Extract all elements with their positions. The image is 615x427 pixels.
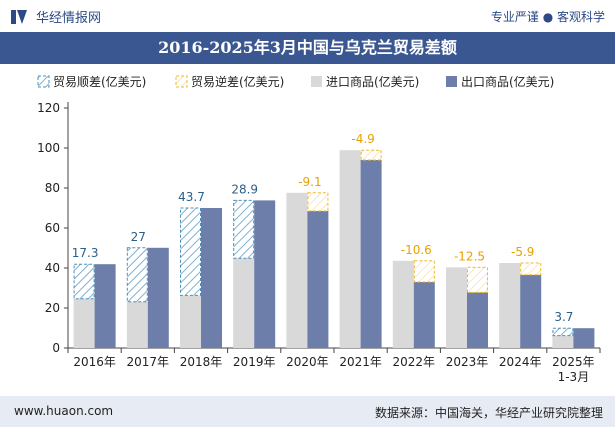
x-tick-label: 2024年 (499, 355, 542, 369)
legend-swatch-import (311, 76, 322, 87)
footer-source: 数据来源：中国海关，华经产业研究院整理 (374, 406, 603, 420)
x-tick-label: 2021年 (339, 355, 382, 369)
bar-export (520, 274, 542, 348)
data-labels: 17.3 27 43.7 28.9 -9.1 -4.9 -10.6 -12.5 -5.9 3.7 (72, 132, 574, 324)
data-label-deficit: -4.9 (351, 132, 374, 146)
x-tick-label: 2017年 (127, 355, 170, 369)
bar-surplus (180, 207, 201, 296)
slogan: 专业严谨 ● 客观科学 (490, 10, 605, 24)
data-label-surplus: 27 (131, 230, 146, 244)
legend: 贸易顺差(亿美元) 贸易逆差(亿美元) 进口商品(亿美元) 出口商品(亿美元) (37, 74, 554, 89)
legend-label-export: 出口商品(亿美元) (461, 74, 554, 89)
title-bar: 2016-2025年3月中国与乌克兰贸易差额 (0, 32, 615, 64)
bar-export (254, 200, 276, 348)
x-tick-label: 2019年 (233, 355, 276, 369)
bar-import (180, 295, 201, 348)
data-label-surplus: 3.7 (554, 310, 573, 324)
bar-import (233, 258, 255, 348)
bar-deficit (520, 262, 542, 276)
data-label-deficit: -10.6 (401, 243, 432, 257)
bars (73, 149, 595, 348)
bar-export (307, 211, 329, 348)
footer-url: www.huaon.com (14, 404, 114, 418)
bar-deficit (413, 260, 435, 283)
bar-export (573, 328, 595, 348)
bar-export (467, 292, 488, 348)
chart-title: 2016-2025年3月中国与乌克兰贸易差额 (158, 38, 457, 57)
data-label-deficit: -9.1 (298, 175, 321, 189)
bar-export (94, 264, 116, 348)
footer: www.huaon.com 数据来源：中国海关，华经产业研究院整理 (0, 396, 615, 427)
legend-swatch-surplus (37, 75, 50, 88)
axes: 0 20 40 60 80 100 120 2016年 2017年 2018年 2019年 2020年… (37, 101, 601, 384)
top-bar: 华经情报网 专业严谨 ● 客观科学 (0, 0, 615, 32)
x-tick-label: 1-3月 (558, 370, 590, 384)
data-label-surplus: 17.3 (72, 246, 99, 260)
legend-swatch-deficit (175, 75, 188, 88)
bar-surplus (126, 247, 148, 303)
y-tick-label: 0 (52, 341, 60, 355)
data-label-deficit: -5.9 (511, 245, 534, 259)
bar-import (499, 263, 521, 348)
bar-export (201, 208, 222, 348)
x-tick-label: 2022年 (393, 355, 436, 369)
bar-deficit (307, 192, 329, 212)
data-label-surplus: 28.9 (231, 182, 258, 196)
legend-swatch-export (446, 76, 457, 87)
bar-deficit (467, 266, 488, 293)
bar-deficit (360, 149, 382, 161)
brand-logo-icon (11, 9, 27, 24)
bar-export (147, 247, 169, 348)
bar-import (126, 301, 148, 348)
x-tick-label: 2016年 (73, 355, 116, 369)
bar-surplus (73, 263, 95, 300)
chart: 贸易顺差(亿美元) 贸易逆差(亿美元) 进口商品(亿美元) 出口商品(亿美元) 0 20… (37, 74, 601, 384)
y-tick-label: 60 (45, 221, 60, 235)
y-tick-label: 80 (45, 181, 60, 195)
y-tick-label: 20 (45, 301, 60, 315)
x-tick-label: 2020年 (286, 355, 329, 369)
bar-surplus (233, 199, 255, 259)
x-tick-label: 2025年 (552, 355, 595, 369)
brand: 华经情报网 (10, 7, 101, 26)
bar-surplus (552, 327, 574, 337)
bar-import (446, 267, 467, 348)
x-tick-label: 2023年 (446, 355, 489, 369)
brand-name: 华经情报网 (36, 11, 102, 26)
data-label-surplus: 43.7 (178, 190, 205, 204)
bar-import (286, 192, 308, 348)
bar-import (73, 298, 95, 348)
bar-export (413, 282, 435, 348)
y-tick-label: 40 (45, 261, 60, 275)
legend-label-deficit: 贸易逆差(亿美元) (191, 74, 284, 89)
bar-export (360, 160, 382, 348)
legend-label-surplus: 贸易顺差(亿美元) (53, 74, 146, 89)
data-label-deficit: -12.5 (454, 249, 485, 263)
bar-import (392, 260, 414, 348)
bar-import (339, 150, 361, 348)
bar-import (552, 335, 574, 348)
legend-label-import: 进口商品(亿美元) (326, 74, 419, 89)
y-tick-label: 100 (37, 141, 60, 155)
x-tick-label: 2018年 (180, 355, 223, 369)
y-tick-label: 120 (37, 101, 60, 115)
